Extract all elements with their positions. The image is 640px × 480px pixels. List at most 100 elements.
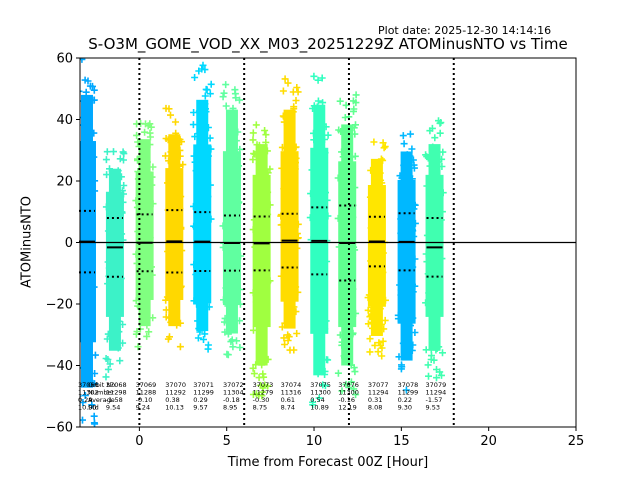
legend-label: Orbit No. <box>88 381 117 389</box>
average-value: 0.38 <box>165 396 179 404</box>
average-value: -1.57 <box>426 396 443 404</box>
orbit-markers-37068 <box>102 148 128 381</box>
std-value: 9.57 <box>193 404 207 412</box>
orbit-stat-lines-37078 <box>398 212 415 272</box>
y-tick-label: −60 <box>46 421 73 436</box>
average-value: 0.54 <box>310 396 324 404</box>
average-value: 0.31 <box>368 396 382 404</box>
point-count: 11300 <box>338 389 359 397</box>
orbit-stat-lines-37066 <box>78 209 95 274</box>
orbit-number: 37073 <box>253 381 274 389</box>
orbit-number: 37075 <box>310 381 331 389</box>
average-value: 0.29 <box>78 396 92 404</box>
orbit-number: 37070 <box>165 381 186 389</box>
average-value: -0.30 <box>253 396 270 404</box>
chart-title: S-O3M_GOME_VOD_XX_M03_20251229Z ATOMinus… <box>88 35 568 53</box>
y-tick-label: 20 <box>56 175 73 190</box>
orbit-markers-37077 <box>364 138 389 360</box>
y-tick-label: 60 <box>56 52 73 67</box>
x-tick-label: 15 <box>393 434 410 449</box>
orbit-number: 37071 <box>193 381 214 389</box>
std-value: 10.89 <box>310 404 329 412</box>
orbit-stat-lines-37073 <box>253 215 270 272</box>
legend-label: Average <box>88 396 115 404</box>
std-value: 8.95 <box>223 404 237 412</box>
std-value: 8.08 <box>368 404 382 412</box>
orbit-markers-37075 <box>306 72 332 409</box>
orbit-markers-37072 <box>219 81 244 359</box>
orbit-spread-37073 <box>255 144 268 366</box>
orbit-points-37069 <box>132 120 157 351</box>
average-value: -0.18 <box>223 396 240 404</box>
point-count: 11279 <box>253 389 274 397</box>
point-count: 11288 <box>136 389 157 397</box>
orbit-points-37079 <box>422 117 447 382</box>
orbit-points-37076 <box>334 91 360 399</box>
x-tick-label: 0 <box>135 434 143 449</box>
orbit-number: 37066 <box>78 381 99 389</box>
orbit-points-37068 <box>102 148 128 381</box>
legend-label: Std <box>88 404 99 412</box>
y-tick-label: −40 <box>46 359 73 374</box>
y-tick-label: 40 <box>56 113 73 128</box>
orbit-markers-37073 <box>249 121 274 400</box>
orbit-stat-lines-37076 <box>339 204 356 282</box>
orbit-spread-37074 <box>283 109 296 329</box>
orbit-points-37071 <box>189 61 215 353</box>
average-value: 0.22 <box>398 396 412 404</box>
orbit-stat-lines-37072 <box>223 214 240 272</box>
std-value: 9.30 <box>398 404 412 412</box>
legend-label: Number <box>88 389 114 397</box>
orbit-stat-lines-37074 <box>281 212 298 269</box>
std-value: 12.19 <box>338 404 357 412</box>
std-value: 9.54 <box>106 404 120 412</box>
orbit-markers-37074 <box>277 75 302 354</box>
orbit-number: 37069 <box>136 381 157 389</box>
orbit-number: 37072 <box>223 381 244 389</box>
orbit-number: 37079 <box>426 381 447 389</box>
orbit-points-37070 <box>162 104 187 351</box>
std-value: 8.74 <box>281 404 295 412</box>
std-value: 10.00 <box>78 404 97 412</box>
point-count: 11294 <box>426 389 447 397</box>
point-count: 11294 <box>368 389 389 397</box>
point-count: 11304 <box>223 389 244 397</box>
point-count: 11299 <box>398 389 419 397</box>
orbit-stat-lines-37071 <box>194 211 211 273</box>
point-count: 11298 <box>106 389 127 397</box>
orbit-stat-lines-37068 <box>106 217 123 278</box>
orbit-points-37073 <box>249 121 274 400</box>
orbit-points-37072 <box>219 81 244 359</box>
point-count: 11300 <box>310 389 331 397</box>
average-value: 0.29 <box>193 396 207 404</box>
average-value: -1.58 <box>106 396 123 404</box>
orbit-stat-lines-37069 <box>136 213 153 273</box>
orbit-number: 37077 <box>368 381 389 389</box>
data-points <box>80 58 447 427</box>
std-value: 9.53 <box>426 404 440 412</box>
point-count: 11302 <box>78 389 99 397</box>
orbit-number: 37068 <box>106 381 127 389</box>
average-value: -0.10 <box>136 396 153 404</box>
orbit-markers-37076 <box>334 91 360 399</box>
orbit-number: 37078 <box>398 381 419 389</box>
std-value: 10.13 <box>165 404 184 412</box>
x-tick-label: 10 <box>306 434 323 449</box>
orbit-number: 37074 <box>281 381 302 389</box>
x-tick-label: 20 <box>480 434 497 449</box>
x-tick-label: 5 <box>223 434 231 449</box>
orbit-stat-lines-37070 <box>166 209 183 274</box>
std-value: 9.24 <box>136 404 150 412</box>
orbit-statistics: 37066113020.2910.003706811298-1.589.5437… <box>78 204 447 412</box>
y-tick-label: −20 <box>46 298 73 313</box>
